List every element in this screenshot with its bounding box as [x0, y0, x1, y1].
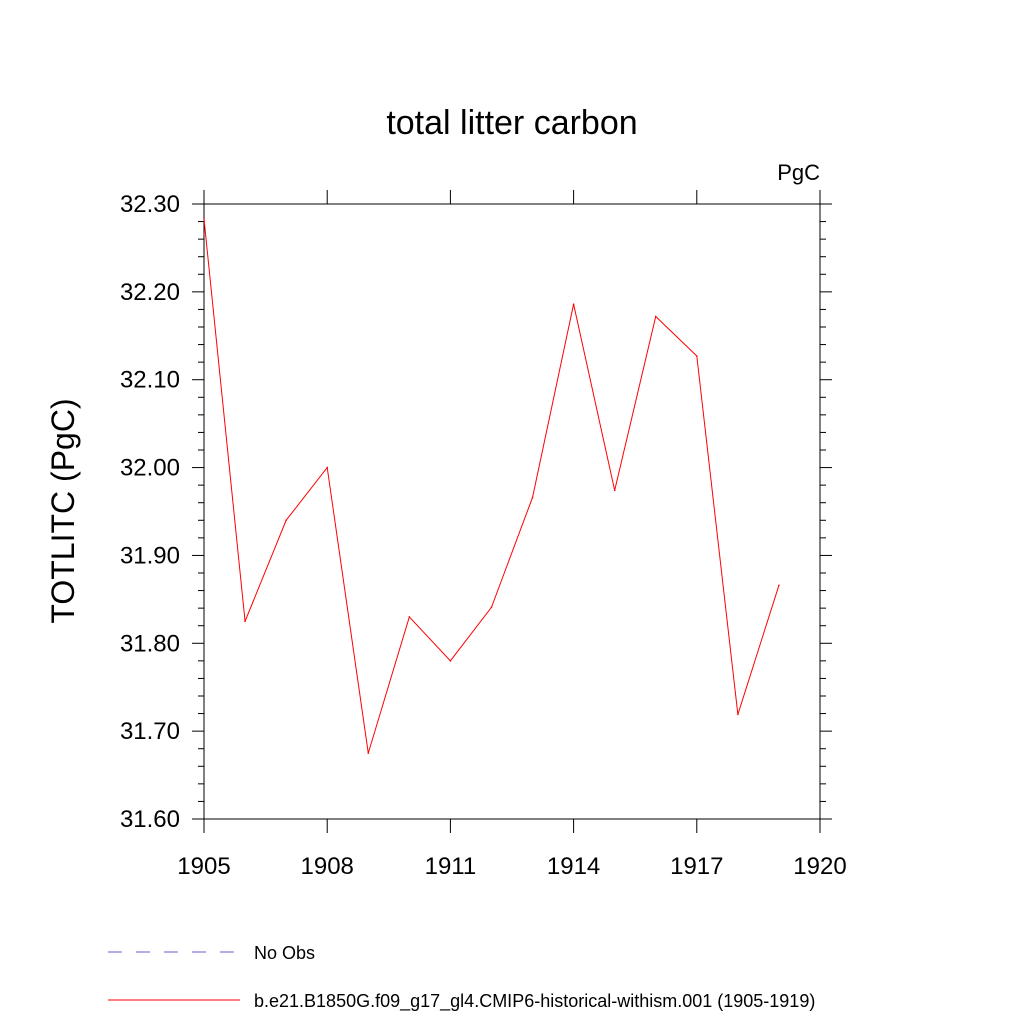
y-tick-label: 32.20	[120, 279, 180, 306]
data-point	[203, 218, 205, 220]
legend: No Obs b.e21.B1850G.f09_g17_gl4.CMIP6-his…	[108, 943, 815, 1012]
y-tick-label: 32.10	[120, 367, 180, 394]
x-tick-label: 1908	[301, 853, 354, 880]
data-point	[367, 752, 370, 754]
y-tick-label: 31.90	[120, 542, 180, 569]
x-tick-labels: 1905 1908 1911 1914 1917 1920	[177, 853, 846, 880]
data-point	[613, 489, 616, 492]
y-axis-label: TOTLITC (PgC)	[45, 398, 81, 623]
units-label: PgC	[777, 160, 820, 185]
data-point	[737, 713, 739, 716]
legend-label: b.e21.B1850G.f09_g17_gl4.CMIP6-historica…	[254, 991, 815, 1012]
y-tick-label: 31.80	[120, 630, 180, 657]
chart-title: total litter carbon	[386, 104, 637, 142]
data-point	[449, 660, 452, 662]
y-tick-labels: 31.60 31.70 31.80 31.90 32.00 32.10 32.20 32.30	[120, 191, 180, 833]
data-point	[285, 519, 287, 522]
legend-label: No Obs	[254, 943, 315, 963]
data-point	[572, 303, 575, 305]
x-tick-label: 1905	[177, 853, 230, 880]
y-tick-label: 32.00	[120, 455, 180, 482]
y-tick-label: 31.60	[120, 806, 180, 833]
axis-ticks	[192, 190, 832, 833]
plot-frame	[203, 203, 821, 820]
data-point	[326, 466, 329, 469]
data-point	[408, 616, 411, 618]
data-point	[490, 606, 493, 609]
x-tick-label: 1914	[547, 853, 600, 880]
series-line	[203, 218, 780, 754]
x-tick-label: 1911	[425, 853, 477, 880]
data-point	[696, 355, 698, 357]
data-point	[244, 620, 246, 623]
series-layer	[203, 218, 780, 754]
y-tick-label: 31.70	[120, 718, 180, 745]
data-point	[778, 584, 780, 587]
x-tick-label: 1917	[670, 853, 723, 880]
y-tick-label: 32.30	[120, 191, 180, 218]
data-point	[654, 315, 657, 318]
x-tick-label: 1920	[793, 853, 846, 880]
data-point	[531, 496, 534, 499]
